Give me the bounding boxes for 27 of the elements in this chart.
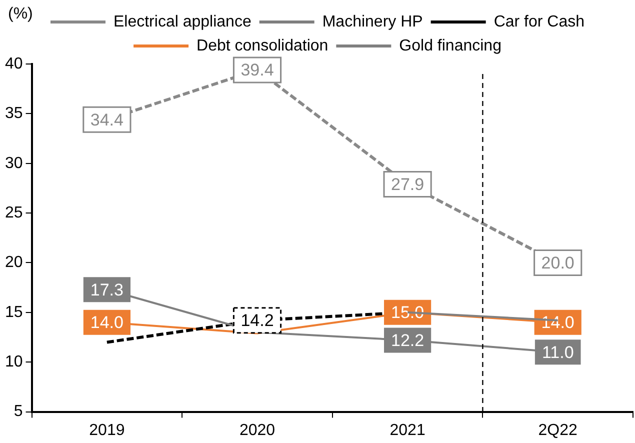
x-tick-label: 2021 [390,422,426,439]
y-axis-title: (%) [8,5,33,22]
data-label: 20.0 [541,253,574,272]
data-label: 12.2 [391,330,424,350]
data-label: 27.9 [391,174,424,194]
data-label: 17.3 [90,280,124,300]
y-tick-label: 40 [5,55,23,72]
data-label: 39.4 [240,60,274,80]
legend-label: Car for Cash [494,13,585,30]
x-tick-label: 2019 [89,422,125,439]
y-tick-label: 30 [5,154,23,172]
x-tick-label: 2Q22 [538,422,578,439]
data-label: 11.0 [542,342,574,362]
data-label: 14.2 [240,311,274,330]
data-label: 34.4 [90,110,124,130]
legend-label: Gold financing [399,37,502,54]
y-tick-label: 20 [5,254,23,272]
legend-label: Machinery HP [322,13,423,30]
y-tick-label: 25 [5,204,23,222]
legend-label: Electrical appliance [113,13,252,30]
y-tick-label: 15 [5,304,23,321]
x-tick-label: 2020 [239,422,276,439]
y-tick-label: 10 [5,354,23,371]
y-tick-label: 35 [5,105,23,122]
legend-label: Debt consolidation [196,37,328,54]
data-label: 14.0 [90,313,124,332]
y-tick-label: 5 [14,403,23,420]
